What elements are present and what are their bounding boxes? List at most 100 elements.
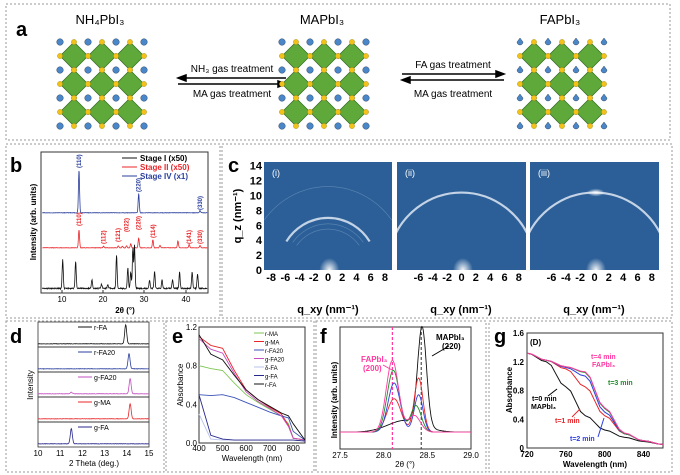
cation-atom — [307, 95, 314, 102]
iodide-atom — [321, 123, 326, 128]
figure: a b c d e f g NH₄PbI₃ MAPbI₃ FAPbI₃ NH₃ … — [0, 0, 680, 475]
legend-stage-ii: Stage II (x50) — [140, 163, 190, 172]
x-axis-label: 2θ (°) — [115, 306, 135, 315]
x-tick: -4 — [295, 272, 306, 284]
peak-label: (121) — [116, 228, 122, 242]
cation-atom — [335, 95, 342, 102]
iodide-atom — [349, 95, 354, 100]
iodide-atom — [573, 53, 578, 58]
x-tick: 6 — [501, 272, 507, 284]
series-FAPbI3 — [340, 360, 471, 432]
arrow-label-ma-left: MA gas treatment — [193, 89, 272, 100]
pbi6-octahedron — [520, 42, 548, 70]
iodide-atom — [531, 39, 536, 44]
iodide-atom — [545, 53, 550, 58]
heatmap-background — [397, 162, 526, 270]
y-axis-label: Absorbance — [505, 366, 514, 413]
heatmap-background — [264, 162, 392, 270]
fa-cation — [573, 66, 579, 73]
panel-g-chart: 720 760 800 84000.40.81.21.6 (D) Wavelength… — [505, 329, 663, 469]
x-tick: 0 — [591, 272, 597, 284]
iodide-atom — [127, 123, 132, 128]
iodide-atom — [559, 67, 564, 72]
x-tick: 8 — [516, 272, 522, 284]
x-tick: 760 — [559, 450, 573, 459]
iodide-atom — [113, 53, 118, 58]
y-tick: 0.8 — [186, 362, 198, 371]
fa-cation — [545, 94, 551, 101]
iodide-atom — [57, 109, 62, 114]
panel-c-chart: (i)-8 -6 -4 -2 0 2 4 6 8(ii)-6 -4 -2 0 2 4 6 8(iii)-6 -4… — [232, 161, 666, 316]
iodide-atom — [559, 95, 564, 100]
cation-atom — [85, 67, 92, 74]
iodide-atom — [321, 39, 326, 44]
pbi6-octahedron — [282, 70, 310, 98]
cation-atom — [141, 95, 148, 102]
pbi6-octahedron — [338, 70, 366, 98]
c-x-axis-label: q_xy (nm⁻¹) — [297, 304, 359, 316]
x-axis-label: 2 Theta (deg.) — [69, 459, 119, 468]
x-axis-label: 2θ (°) — [395, 460, 415, 469]
iodide-atom — [127, 67, 132, 72]
fa-cation — [545, 38, 551, 45]
cation-atom — [57, 95, 64, 102]
arrowhead — [402, 77, 410, 83]
y-tick: 0.8 — [513, 387, 525, 396]
iodide-atom — [99, 123, 104, 128]
x-tick: -4 — [561, 272, 572, 284]
panel-a-schematic: NH₄PbI₃ MAPbI₃ FAPbI₃ NH₃ gas treatment … — [57, 12, 607, 129]
iodide-atom — [587, 67, 592, 72]
iodide-atom — [279, 81, 284, 86]
iodide-atom — [545, 109, 550, 114]
panel-f-chart: 27.5 28.0 28.5 29.0 2θ (°) Intensity (arb. … — [330, 327, 479, 470]
cation-atom — [141, 67, 148, 74]
heatmap-background — [530, 162, 659, 270]
iodide-atom — [573, 81, 578, 86]
annotation-t3: t=3 min — [608, 380, 633, 387]
y-axis-label: Intensity — [26, 370, 35, 400]
series-i — [42, 245, 207, 289]
peak-label: (110) — [77, 212, 83, 226]
iodide-atom — [531, 67, 536, 72]
series-t2 — [340, 383, 471, 432]
x-tick: 28.0 — [376, 451, 392, 460]
chart-title: (D) — [530, 338, 541, 347]
pbi6-octahedron — [548, 42, 576, 70]
cation-atom — [113, 67, 120, 74]
subpanel-label: (ii) — [405, 168, 415, 178]
iodide-atom — [71, 95, 76, 100]
compound-label-fapbi3: FAPbI₃ — [540, 12, 581, 27]
legend-stage-iv: Stage IV (x1) — [140, 172, 188, 181]
y-tick: 10 — [250, 191, 262, 203]
x-tick: 14 — [122, 449, 131, 458]
pbi6-octahedron — [338, 98, 366, 126]
fa-cation — [517, 122, 523, 129]
cation-atom — [57, 67, 64, 74]
iodide-atom — [531, 95, 536, 100]
fa-cation — [545, 122, 551, 129]
iodide-atom — [517, 81, 522, 86]
cation-atom — [141, 39, 148, 46]
pbi6-octahedron — [88, 98, 116, 126]
panel-label-e: e — [172, 326, 183, 348]
pbi6-octahedron — [576, 70, 604, 98]
x-tick: 2 — [473, 272, 479, 284]
x-tick: 2 — [606, 272, 612, 284]
cation-atom — [335, 39, 342, 46]
cation-atom — [307, 123, 314, 130]
iodide-atom — [293, 67, 298, 72]
pbi6-octahedron — [548, 98, 576, 126]
peak-label: (141) — [187, 230, 193, 244]
cation-atom — [307, 67, 314, 74]
iodide-atom — [601, 53, 606, 58]
pbi6-octahedron — [116, 70, 144, 98]
iodide-atom — [141, 109, 146, 114]
pbi6-octahedron — [88, 42, 116, 70]
peak-label: (330) — [198, 196, 204, 210]
subpanel-label: (i) — [272, 168, 280, 178]
peak-label: (220) — [137, 216, 143, 230]
pbi6-octahedron — [310, 98, 338, 126]
y-tick: 1.2 — [513, 358, 525, 367]
cation-atom — [279, 123, 286, 130]
iodide-atom — [127, 95, 132, 100]
